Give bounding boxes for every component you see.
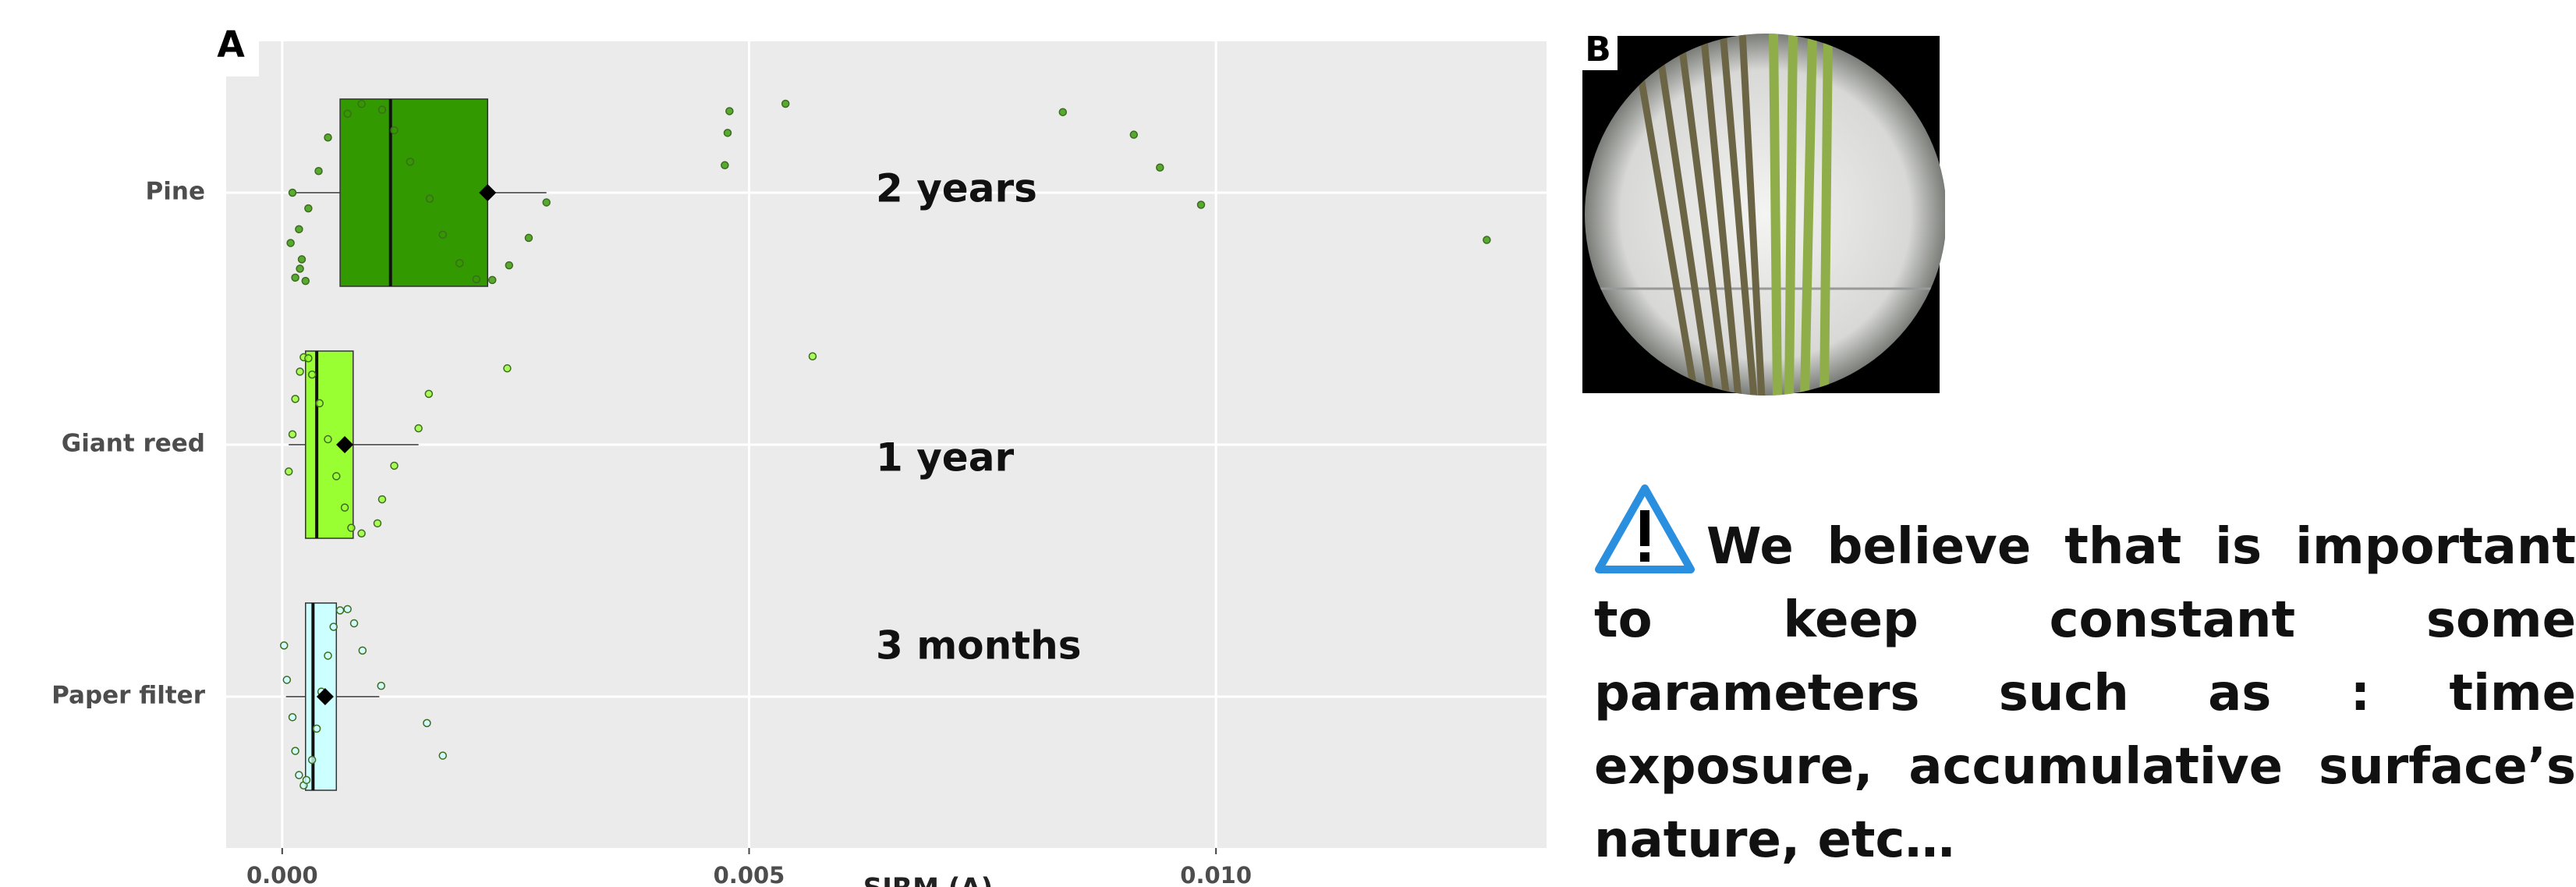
data-point (439, 752, 446, 759)
data-point (391, 462, 398, 469)
data-point (358, 530, 365, 537)
data-point (1483, 236, 1490, 243)
x-tick-label: 0.010 (1180, 862, 1252, 887)
data-point (344, 110, 351, 117)
data-point (489, 276, 496, 283)
data-point (281, 642, 288, 649)
data-point (505, 262, 512, 269)
data-point (289, 190, 296, 197)
data-point (315, 168, 322, 175)
data-point (378, 106, 385, 113)
data-point (342, 504, 349, 511)
data-point (287, 239, 294, 247)
data-point (782, 101, 789, 108)
data-point (283, 676, 290, 683)
data-point (309, 757, 316, 764)
data-point (292, 396, 299, 403)
data-point (296, 772, 303, 779)
data-point (296, 225, 303, 232)
y-tick-label: Pine (146, 178, 205, 206)
data-point (415, 425, 422, 432)
data-point (298, 256, 305, 263)
data-point (324, 652, 331, 659)
panel-label: B (1585, 31, 1611, 69)
data-point (289, 431, 296, 438)
x-tick-label: 0.000 (246, 862, 318, 887)
data-point (305, 355, 312, 362)
annotation: 1 year (876, 435, 1014, 481)
data-point (309, 371, 316, 378)
data-point (292, 747, 299, 754)
data-point (809, 353, 816, 360)
data-point (333, 473, 340, 480)
data-point (303, 776, 310, 783)
data-point (377, 683, 384, 690)
data-point (726, 108, 733, 115)
data-point (305, 205, 312, 212)
data-point (473, 275, 480, 282)
warning-icon (1594, 484, 1695, 574)
data-point (1059, 108, 1066, 115)
data-point (391, 126, 398, 133)
note: We believe that is important to keep con… (1594, 484, 2576, 877)
y-tick-label: Giant reed (62, 430, 205, 458)
box (340, 99, 487, 286)
data-point (359, 647, 366, 654)
data-point (348, 524, 355, 531)
data-point (285, 468, 292, 475)
y-tick-label: Paper filter (51, 682, 206, 710)
data-point (337, 607, 344, 614)
data-point (378, 496, 385, 503)
data-point (314, 725, 321, 732)
data-point (406, 158, 413, 165)
data-point (351, 620, 358, 627)
data-point (525, 234, 532, 241)
data-point (358, 101, 365, 108)
data-point (330, 623, 337, 630)
data-point (289, 714, 296, 721)
data-point (504, 365, 511, 372)
x-axis-label: SIRM (A) (863, 873, 993, 887)
data-point (724, 130, 731, 137)
data-point (425, 390, 432, 397)
data-point (296, 265, 303, 272)
data-point (1157, 164, 1164, 171)
data-point (316, 399, 323, 406)
data-point (543, 199, 550, 206)
data-point (721, 161, 728, 169)
annotation: 3 months (876, 623, 1082, 669)
data-point (456, 260, 463, 267)
data-point (292, 274, 299, 281)
data-point (1197, 201, 1204, 208)
data-point (302, 278, 309, 285)
data-point (324, 436, 331, 443)
annotation: 2 years (876, 166, 1037, 211)
note-text: We believe that is important to keep con… (1594, 518, 2576, 869)
data-point (344, 605, 351, 612)
data-point (324, 134, 331, 141)
data-point (296, 368, 303, 375)
x-tick-label: 0.005 (714, 862, 785, 887)
photo: B (1579, 31, 1945, 398)
panel-label: A (217, 23, 245, 66)
page: A SIRM (A) 0.000 0.005 0.010 Pine 2 years Gia… (0, 0, 2576, 887)
chart: A SIRM (A) 0.000 0.005 0.010 Pine 2 years Gia… (0, 0, 1560, 887)
data-point (439, 231, 446, 238)
data-point (427, 195, 434, 202)
data-point (423, 719, 431, 726)
data-point (1130, 131, 1137, 138)
data-point (374, 520, 381, 527)
